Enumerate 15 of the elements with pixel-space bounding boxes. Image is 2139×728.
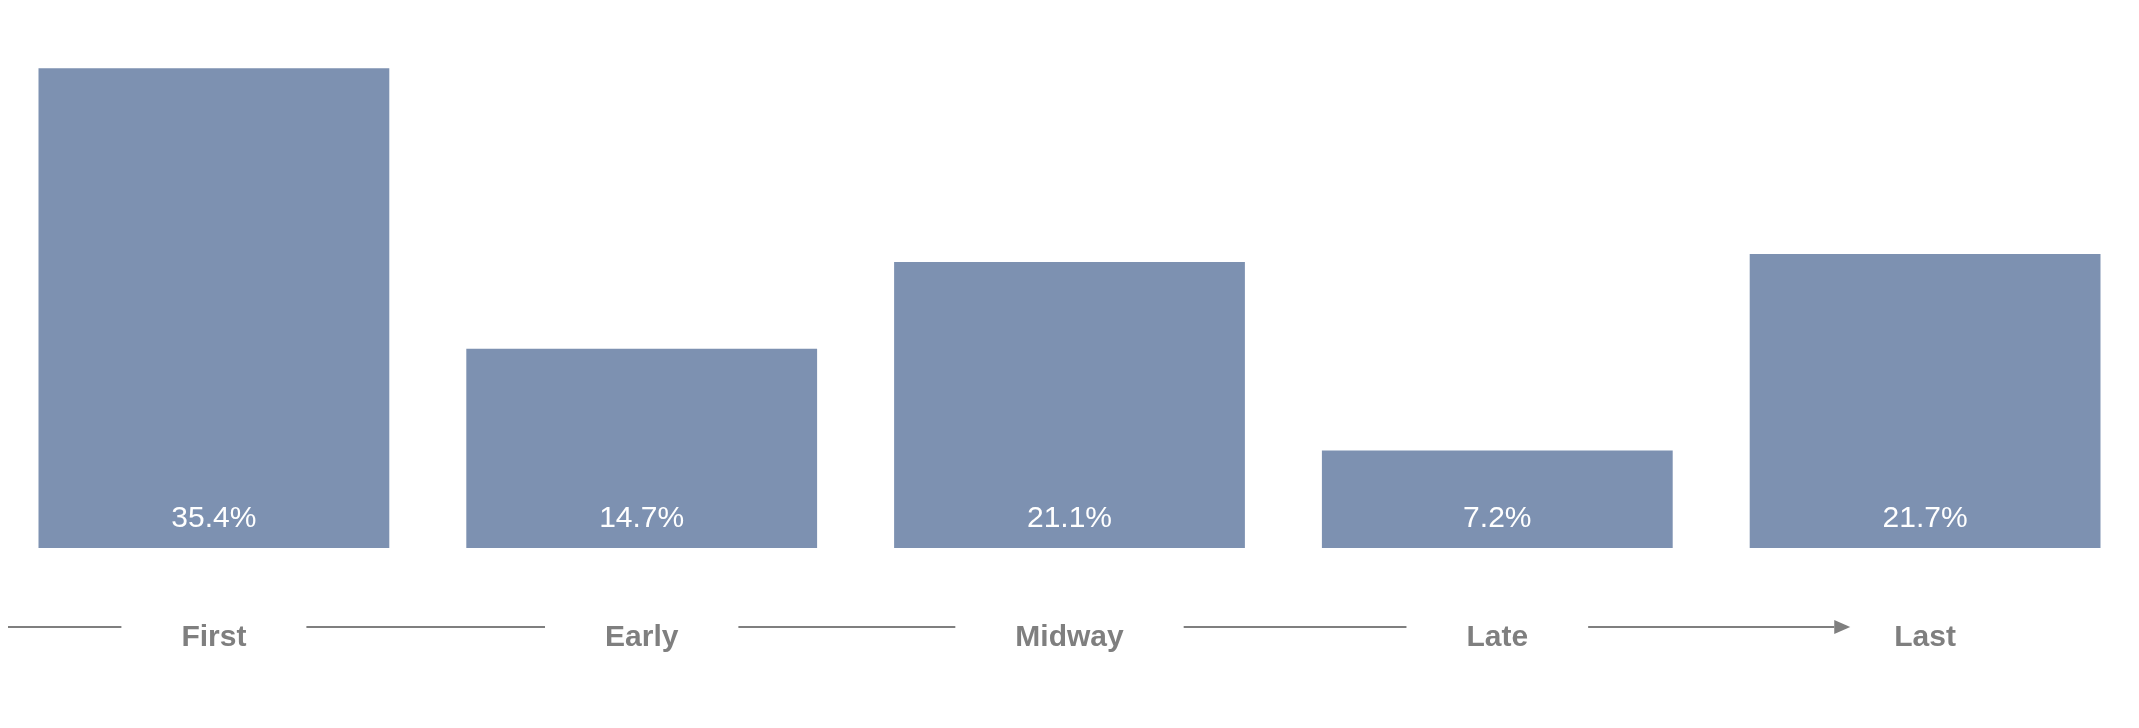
x-tick-label: Midway	[1015, 619, 1124, 653]
data-label: 14.7%	[599, 500, 685, 534]
data-label: 21.7%	[1882, 500, 1968, 534]
data-label: 35.4%	[171, 500, 257, 534]
x-tick-label: Early	[605, 619, 679, 653]
data-label: 21.1%	[1026, 500, 1113, 534]
bar	[1749, 253, 2101, 548]
x-tick-label: Last	[1894, 619, 1956, 653]
bar	[894, 262, 1245, 548]
bar	[38, 68, 390, 548]
bar	[466, 348, 818, 548]
x-tick-label: First	[181, 619, 247, 653]
x-tick-label: Late	[1466, 619, 1529, 653]
data-label: 7.2%	[1463, 500, 1532, 534]
bar	[1321, 450, 1673, 548]
